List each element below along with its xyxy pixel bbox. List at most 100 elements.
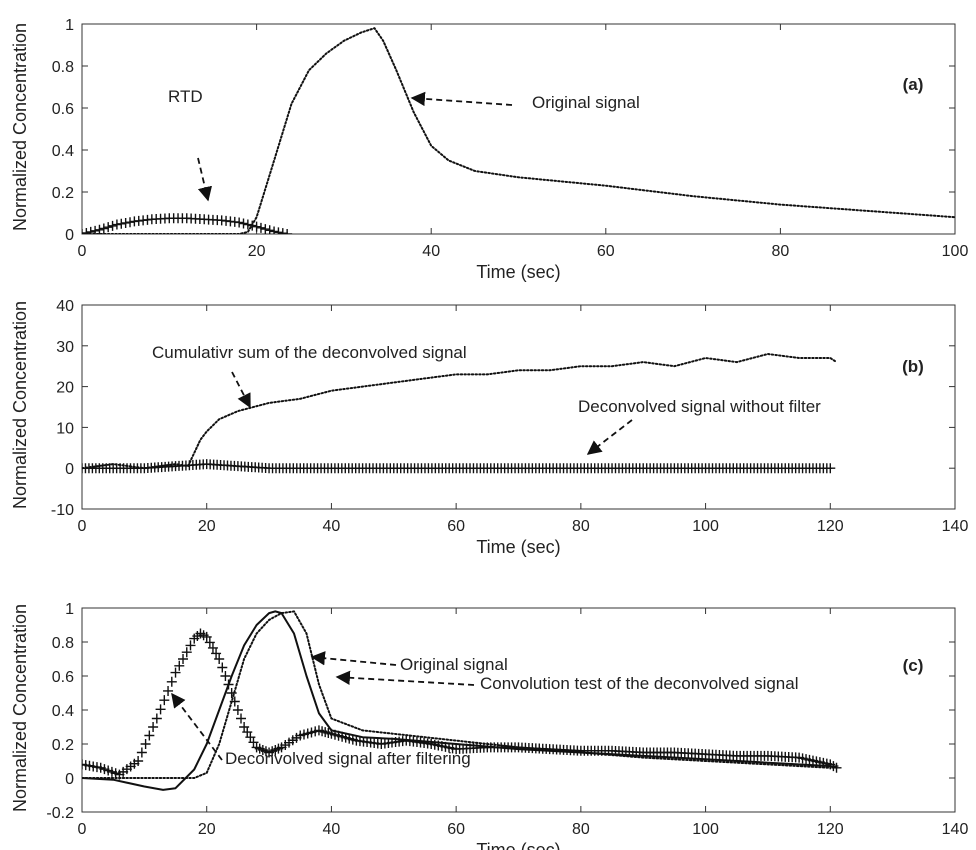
x-tick-label: 80 [572,518,590,535]
series-3-point [211,648,222,659]
series-2-point [264,225,275,234]
series-3-point [181,647,192,658]
annotation-arrow [310,651,397,666]
series-3-point [248,737,259,748]
y-tick-label: 0 [65,227,74,244]
series-3-point [163,685,174,696]
x-tick-label: 0 [78,821,87,838]
series-3-point [144,730,155,741]
panel-tag: (a) [903,75,924,94]
annotation-label: Deconvolved signal without filter [578,397,821,416]
series-3-point [159,695,170,706]
series-1-line [82,27,955,234]
y-axis-label: Normalized Concentration [10,23,30,231]
series-3-point [151,713,162,724]
series-2-point [242,219,253,230]
x-axis-label: Time (sec) [476,262,560,282]
annotation-arrow [335,670,475,686]
plot-area [81,607,956,813]
y-tick-label: 0.4 [52,143,74,160]
x-tick-label: 20 [248,243,266,260]
x-tick-label: 60 [447,518,465,535]
y-tick-label: 40 [56,298,74,315]
series-group [82,27,955,234]
series-group [82,353,838,474]
series-2-point [82,227,92,234]
series-2-point [269,226,280,234]
series-2-point [247,220,258,231]
series-2-point [282,229,293,234]
x-tick-label: 20 [198,821,216,838]
chart-panel-3: 0 20 40 60 80 100 120 140-0.200.20.40.60.81Time… [10,601,968,850]
series-3-point [136,747,147,758]
y-tick-label: 1 [65,17,74,34]
y-tick-label: 1 [65,601,74,618]
series-3-point [232,705,243,715]
x-tick-label: 0 [78,243,87,260]
y-tick-label: -0.2 [46,805,74,822]
series-2-point [85,226,96,234]
series-3-point [204,637,215,648]
series-3-point [140,739,151,749]
series-3-point [170,667,181,678]
series-3-point [178,654,189,664]
y-tick-label: 0.2 [52,737,74,754]
x-axis-label: Time (sec) [476,537,560,557]
annotation-label: Original signal [400,655,508,674]
y-tick-label: 0.8 [52,635,74,652]
series-3-point [236,713,247,724]
x-tick-label: 100 [942,243,969,260]
series-3-point [226,688,237,698]
series-3-point [155,704,166,715]
y-tick-label: 0.4 [52,703,74,720]
x-axis-label: Time (sec) [476,840,560,850]
series-3-point [207,642,218,653]
series-2-point [251,221,262,232]
y-tick-label: 0.6 [52,101,74,118]
series-2-point [98,223,109,234]
x-tick-label: 40 [323,821,341,838]
x-tick-label: 60 [597,243,615,260]
annotation-arrow [197,157,213,202]
y-tick-label: 0.8 [52,59,74,76]
series-group [82,610,842,791]
series-2-point [825,463,836,474]
y-tick-label: 30 [56,339,74,356]
y-axis-label: Normalized Concentration [10,301,30,509]
y-tick-label: 0 [65,461,74,478]
series-3-point [214,654,225,664]
series-3-point [220,671,231,681]
plot-area [81,23,956,235]
series-2-point [111,219,122,230]
series-2-point [260,224,271,234]
series-2-point [120,217,131,228]
series-3-point [239,722,250,732]
annotation-label: Cumulativr sum of the deconvolved signal [152,343,467,362]
y-tick-label: 0.6 [52,669,74,686]
annotation-label: Deconvolved signal after filtering [225,749,471,768]
series-3-point [245,732,256,743]
x-tick-label: 120 [817,518,844,535]
series-3-point [223,679,234,690]
annotation-arrow [171,692,223,761]
x-tick-label: 40 [422,243,440,260]
series-2-point [238,218,249,229]
annotation-label: Convolution test of the deconvolved sign… [480,674,798,693]
series-3-point [133,756,144,766]
series-3-point [242,727,253,738]
series-2-point [90,225,101,234]
series-3-point [166,676,177,687]
x-tick-label: 20 [198,518,216,535]
series-3-point [229,696,240,707]
annotation-arrow [410,91,513,107]
x-tick-label: 140 [942,821,969,838]
series-3-point [217,662,228,673]
series-3-point [185,640,196,651]
x-tick-label: 0 [78,518,87,535]
series-3-point [201,631,212,642]
series-3-point [174,660,185,671]
y-tick-label: 10 [56,420,74,437]
series-2-point [277,228,288,234]
plot-area [81,304,956,510]
